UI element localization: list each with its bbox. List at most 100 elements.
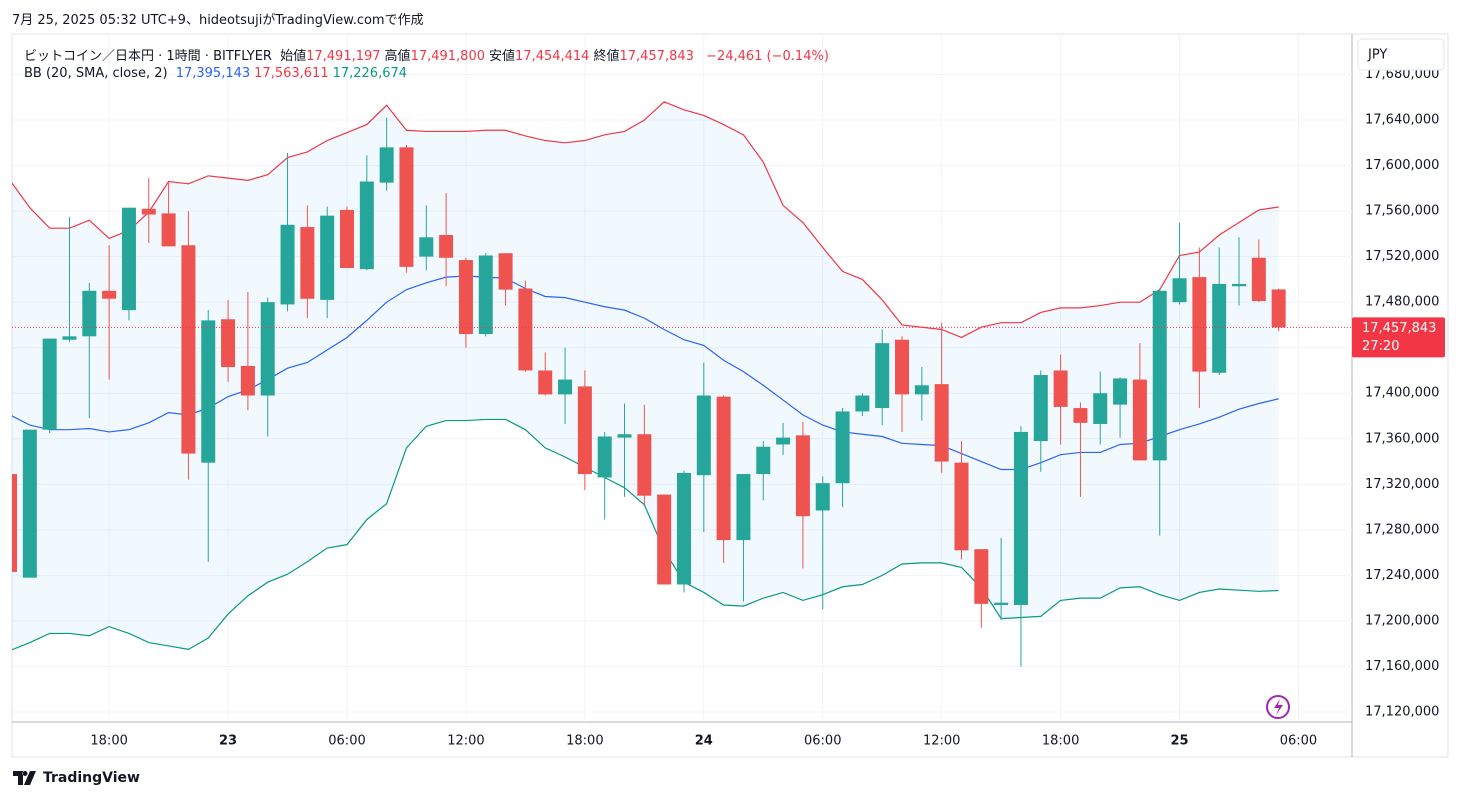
candle-body — [1093, 393, 1108, 424]
candle-body — [379, 147, 394, 183]
y-tick-label: 17,480,000 — [1365, 295, 1439, 310]
candle-body — [657, 494, 672, 585]
candle-body — [280, 224, 295, 305]
bb-value: 17,226,674 — [332, 66, 408, 81]
ohlc-value: 17,491,197 — [306, 49, 381, 64]
x-tick-label: 06:00 — [804, 734, 841, 749]
candle-body — [478, 255, 493, 335]
candle-body — [954, 462, 969, 551]
bb-legend: BB (20, SMA, close, 2) 17,395,143 17,563,… — [24, 66, 411, 81]
candle-body — [300, 227, 315, 299]
candle-body — [577, 386, 592, 475]
countdown: 27:20 — [1362, 339, 1399, 354]
candle-body — [1152, 290, 1167, 461]
y-tick-label: 17,120,000 — [1365, 704, 1439, 719]
candle-body — [1132, 379, 1147, 461]
x-tick-label: 12:00 — [923, 734, 960, 749]
candle-body — [1212, 283, 1227, 373]
ohlc-label: 始値 — [280, 49, 307, 64]
y-tick-label: 17,520,000 — [1365, 249, 1439, 264]
currency-box[interactable] — [1357, 38, 1445, 71]
candle-body — [895, 339, 910, 395]
candle-body — [82, 290, 97, 337]
legend: ビットコイン／日本円 · 1時間 · BITFLYER 始値17,491,197… — [24, 45, 833, 64]
ohlc-value: 17,491,800 — [410, 49, 485, 64]
y-tick-label: 17,320,000 — [1365, 477, 1439, 492]
bb-fill — [12, 101, 1279, 650]
candle-body — [12, 474, 18, 572]
candle-body — [1271, 289, 1286, 328]
price-label-value: 17,457,843 — [1362, 321, 1436, 336]
candle-body — [736, 474, 751, 541]
x-tick-label: 12:00 — [447, 734, 484, 749]
bb-line — [12, 101, 1279, 339]
bb-value: 17,563,611 — [254, 66, 329, 81]
candle-body — [42, 338, 57, 430]
candle-body — [1232, 283, 1247, 287]
ohlc: 始値17,491,197 高値17,491,800 安値17,454,414 終値17… — [280, 49, 698, 64]
candle-body — [934, 384, 949, 462]
candle-body — [161, 213, 176, 247]
candle-body — [359, 181, 374, 270]
currency-label: JPY — [1367, 48, 1387, 63]
y-tick-label: 17,200,000 — [1365, 613, 1439, 628]
candle-body — [439, 235, 454, 258]
candle-body — [696, 395, 711, 476]
candle-body — [498, 253, 513, 290]
candle-body — [795, 435, 810, 517]
candle-body — [835, 411, 850, 484]
y-tick-label: 17,240,000 — [1365, 568, 1439, 583]
y-tick-label: 17,680,000 — [1365, 67, 1439, 82]
candle-body — [181, 245, 196, 454]
header: 7月 25, 2025 05:32 UTC+9、hideotsujiがTradi… — [12, 13, 424, 28]
candle-body — [1073, 408, 1088, 423]
candle-body — [558, 379, 573, 395]
candle-body — [458, 260, 473, 335]
candle-body — [974, 549, 989, 604]
price-label: 17,457,843 27:20 — [1352, 317, 1445, 358]
candle-body — [121, 207, 136, 311]
x-tick-label: 24 — [695, 734, 713, 749]
footer: TradingView — [13, 770, 140, 786]
candle-body — [716, 396, 731, 541]
bb-value: 17,395,143 — [175, 66, 251, 81]
candle-body — [617, 434, 632, 438]
plot-area — [12, 101, 1352, 667]
x-tick-label: 18:00 — [566, 734, 603, 749]
candle-body — [518, 288, 533, 371]
candle-body — [1172, 278, 1187, 303]
y-tick-label: 17,560,000 — [1365, 204, 1439, 219]
y-tick-label: 17,280,000 — [1365, 522, 1439, 537]
x-tick-label: 06:00 — [328, 734, 365, 749]
candle-body — [914, 385, 929, 395]
candle-body — [637, 434, 652, 496]
x-tick-label: 18:00 — [1042, 734, 1079, 749]
price-label-box — [1352, 317, 1445, 358]
ohlc-value: 17,454,414 — [515, 49, 590, 64]
candle-body — [855, 395, 870, 412]
x-tick-label: 25 — [1170, 734, 1188, 749]
candle-body — [419, 237, 434, 257]
symbol: ビットコイン／日本円 · 1時間 · BITFLYER — [24, 49, 272, 64]
y-tick-label: 17,640,000 — [1365, 113, 1439, 128]
candle-body — [240, 365, 255, 396]
bb-name: BB (20, SMA, close, 2) — [24, 66, 168, 81]
y-tick-label: 17,600,000 — [1365, 158, 1439, 173]
footer-text: TradingView — [43, 770, 140, 786]
candle-body — [1192, 277, 1207, 372]
candle-body — [260, 302, 275, 396]
bb-line — [12, 275, 1279, 471]
y-tick-label: 17,160,000 — [1365, 659, 1439, 674]
ohlc-value: 17,457,843 — [619, 49, 694, 64]
candle-body — [399, 147, 414, 267]
candle-body — [776, 437, 791, 445]
candle-body — [1053, 370, 1068, 407]
alert-icon[interactable] — [1266, 695, 1290, 719]
candle-body — [201, 320, 216, 463]
candle-body — [1033, 375, 1048, 442]
y-tick-label: 17,360,000 — [1365, 431, 1439, 446]
ohlc-label: 終値 — [593, 49, 620, 64]
x-tick-label: 23 — [219, 734, 237, 749]
candle-body — [1113, 378, 1128, 405]
